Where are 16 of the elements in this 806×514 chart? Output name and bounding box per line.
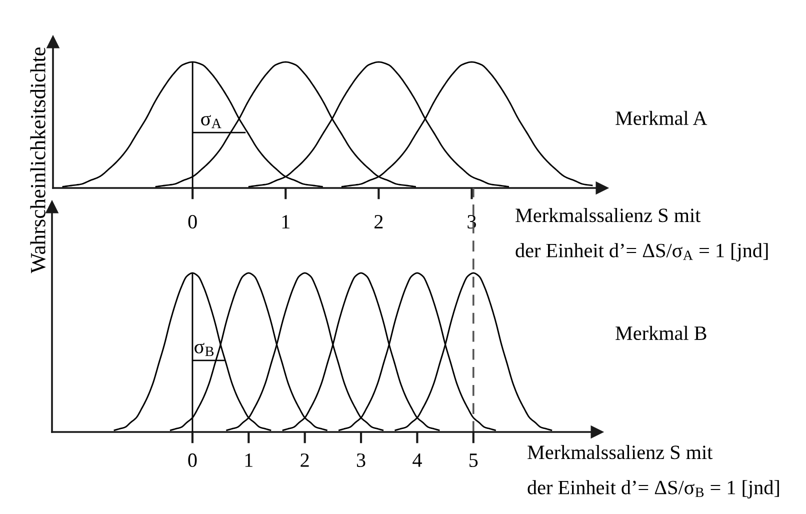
text: Merkmal B [616, 326, 706, 340]
x-tick-label: 1 [282, 215, 290, 228]
x-tick-label: 2 [374, 215, 383, 228]
x-tick-label: 3 [356, 453, 366, 468]
x-tick-label: 0 [188, 214, 197, 229]
text: Merkmal A [616, 110, 708, 126]
annotation: σ$_{A}$ [201, 115, 222, 128]
x-tick-label: 2 [300, 453, 309, 467]
x-tick-label: 0 [188, 453, 197, 468]
x-tick-label: 4 [412, 454, 422, 467]
x-axis-title: Merkmalssalienz S mit der Einheit d’= ΔS/σ$_{A}$ = 1 [jnd] [516, 208, 768, 262]
x-axis-title: Merkmalssalienz S mit der Einheit d’= ΔS/σ$_{B}$ = 1 [jnd] [528, 445, 779, 498]
x-tick-label: 5 [470, 454, 478, 468]
annotation: σ$_{B}$ [194, 342, 214, 356]
y-axis-title: Wahrscheinlichkeitsdichte [30, 47, 46, 274]
x-tick-label: 1 [245, 454, 252, 467]
